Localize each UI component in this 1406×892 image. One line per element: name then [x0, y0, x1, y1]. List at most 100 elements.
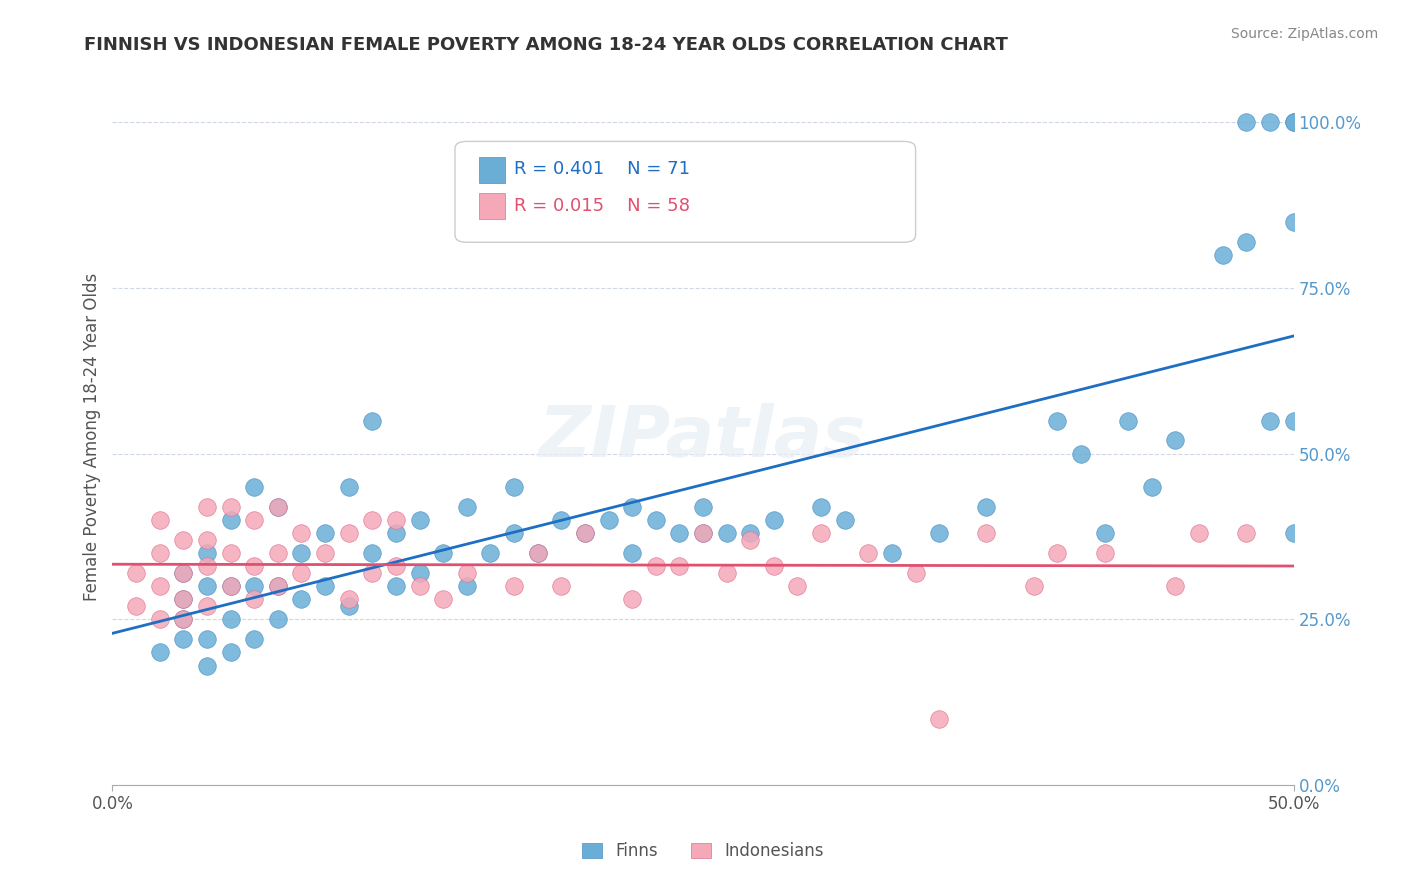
Point — [172, 632, 194, 647]
Point — [195, 658, 218, 673]
Point — [408, 513, 430, 527]
Point — [1116, 413, 1139, 427]
Point — [456, 500, 478, 514]
Point — [574, 526, 596, 541]
Point — [1258, 115, 1281, 129]
Point — [1282, 215, 1305, 229]
Point — [880, 546, 903, 560]
Point — [716, 526, 738, 541]
Point — [125, 566, 148, 580]
Point — [1234, 235, 1257, 249]
Point — [1046, 413, 1069, 427]
FancyBboxPatch shape — [478, 157, 505, 183]
Point — [762, 513, 785, 527]
Point — [172, 592, 194, 607]
Point — [550, 513, 572, 527]
Point — [385, 559, 408, 574]
Point — [314, 526, 336, 541]
Point — [290, 592, 312, 607]
Point — [290, 546, 312, 560]
Point — [621, 500, 644, 514]
Point — [904, 566, 927, 580]
Point — [621, 546, 644, 560]
Point — [149, 612, 172, 626]
Point — [644, 559, 666, 574]
Point — [1046, 546, 1069, 560]
Point — [172, 566, 194, 580]
Text: R = 0.015    N = 58: R = 0.015 N = 58 — [515, 197, 690, 215]
Point — [125, 599, 148, 613]
Point — [1070, 447, 1092, 461]
Point — [290, 566, 312, 580]
Text: FINNISH VS INDONESIAN FEMALE POVERTY AMONG 18-24 YEAR OLDS CORRELATION CHART: FINNISH VS INDONESIAN FEMALE POVERTY AMO… — [84, 36, 1008, 54]
Point — [976, 526, 998, 541]
Point — [243, 559, 266, 574]
Point — [598, 513, 620, 527]
Y-axis label: Female Poverty Among 18-24 Year Olds: Female Poverty Among 18-24 Year Olds — [83, 273, 101, 601]
Point — [692, 526, 714, 541]
Point — [243, 632, 266, 647]
Point — [503, 526, 526, 541]
Point — [810, 500, 832, 514]
Point — [195, 546, 218, 560]
Point — [740, 533, 762, 547]
Point — [716, 566, 738, 580]
Point — [361, 566, 384, 580]
Point — [361, 546, 384, 560]
Point — [1282, 413, 1305, 427]
Point — [834, 513, 856, 527]
Point — [1234, 115, 1257, 129]
Point — [314, 579, 336, 593]
Point — [243, 579, 266, 593]
Point — [408, 566, 430, 580]
Point — [432, 546, 454, 560]
Point — [290, 526, 312, 541]
Point — [503, 579, 526, 593]
FancyBboxPatch shape — [478, 193, 505, 219]
Point — [1164, 434, 1187, 448]
Point — [668, 559, 690, 574]
Point — [314, 546, 336, 560]
Point — [149, 513, 172, 527]
Point — [267, 500, 290, 514]
Point — [1282, 115, 1305, 129]
Point — [385, 526, 408, 541]
Point — [337, 592, 360, 607]
Point — [976, 500, 998, 514]
Point — [337, 526, 360, 541]
Text: R = 0.401    N = 71: R = 0.401 N = 71 — [515, 161, 690, 178]
Point — [408, 579, 430, 593]
Point — [1094, 526, 1116, 541]
Point — [1094, 546, 1116, 560]
Point — [1140, 480, 1163, 494]
Point — [172, 612, 194, 626]
Point — [195, 579, 218, 593]
Point — [786, 579, 808, 593]
FancyBboxPatch shape — [456, 141, 915, 243]
Point — [195, 533, 218, 547]
Point — [740, 526, 762, 541]
Point — [219, 645, 242, 659]
Point — [267, 546, 290, 560]
Point — [1258, 413, 1281, 427]
Point — [526, 546, 548, 560]
Point — [172, 612, 194, 626]
Point — [1188, 526, 1211, 541]
Point — [810, 526, 832, 541]
Point — [219, 612, 242, 626]
Point — [243, 592, 266, 607]
Point — [385, 579, 408, 593]
Text: Source: ZipAtlas.com: Source: ZipAtlas.com — [1230, 27, 1378, 41]
Point — [385, 513, 408, 527]
Point — [1212, 248, 1234, 262]
Point — [432, 592, 454, 607]
Point — [858, 546, 880, 560]
Point — [172, 566, 194, 580]
Point — [1164, 579, 1187, 593]
Point — [267, 579, 290, 593]
Point — [574, 526, 596, 541]
Point — [762, 559, 785, 574]
Point — [1022, 579, 1045, 593]
Point — [267, 612, 290, 626]
Point — [644, 513, 666, 527]
